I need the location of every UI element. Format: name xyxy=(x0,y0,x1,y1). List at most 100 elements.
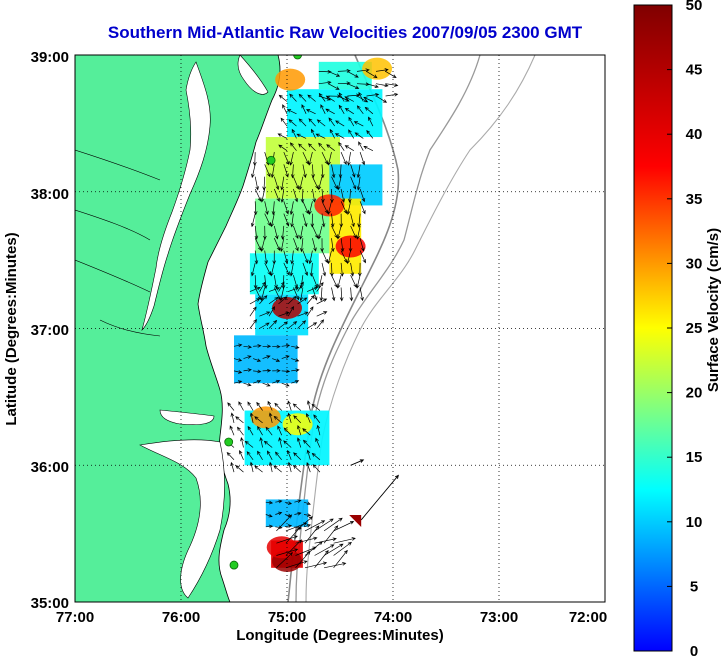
velocity-vector xyxy=(317,225,323,240)
velocity-vector xyxy=(293,176,300,190)
velocity-vector xyxy=(289,201,294,216)
velocity-vector xyxy=(290,213,294,228)
velocity-vector xyxy=(233,343,243,348)
velocity-vector xyxy=(328,83,340,90)
velocity-vector xyxy=(363,96,374,102)
x-axis-label: Longitude (Degrees:Minutes) xyxy=(236,627,444,644)
velocity-vector xyxy=(299,238,304,253)
velocity-vector xyxy=(226,452,235,461)
velocity-vector xyxy=(320,104,326,114)
chesapeake-bay xyxy=(141,61,211,332)
velocity-vector xyxy=(265,500,274,505)
velocity-vector xyxy=(358,141,364,151)
velocity-vector xyxy=(249,461,254,473)
velocity-vector xyxy=(293,452,302,461)
warning-marker xyxy=(349,514,362,527)
velocity-vector xyxy=(283,151,290,166)
velocity-vector xyxy=(268,297,279,305)
velocity-vector xyxy=(337,176,342,191)
velocity-vector xyxy=(375,68,389,72)
velocity-vector xyxy=(338,104,345,114)
outlier-vector xyxy=(360,474,399,521)
velocity-vector xyxy=(287,400,292,411)
colorbar-tick-label: 35 xyxy=(686,191,703,208)
velocity-vector xyxy=(347,188,352,204)
velocity-vector xyxy=(297,311,309,317)
velocity-vector xyxy=(340,188,346,203)
velocity-vector xyxy=(359,201,366,215)
y-tick-label: 39:00 xyxy=(31,49,69,66)
velocity-vector xyxy=(259,311,271,317)
velocity-vector xyxy=(288,119,297,127)
velocity-vector xyxy=(315,437,321,448)
velocity-vector xyxy=(350,176,357,190)
velocity-vector xyxy=(338,141,345,151)
radar-stations xyxy=(224,55,302,570)
velocity-vector xyxy=(296,424,302,436)
velocity-vector xyxy=(340,151,347,165)
velocity-vector xyxy=(316,298,328,305)
velocity-vector xyxy=(327,250,332,265)
x-tick-label: 77:00 xyxy=(56,609,94,626)
velocity-vector xyxy=(347,71,359,78)
velocity-vector xyxy=(239,449,244,460)
velocity-vector xyxy=(329,128,336,139)
velocity-vector xyxy=(339,287,344,302)
velocity-vector xyxy=(314,518,334,532)
bathymetry-contour xyxy=(305,55,536,602)
velocity-vector xyxy=(302,428,311,436)
velocity-vector xyxy=(253,344,262,348)
velocity-vector xyxy=(289,152,294,166)
velocity-vector xyxy=(385,83,399,87)
velocity-hotspot xyxy=(250,406,281,429)
velocity-vector xyxy=(315,133,326,139)
velocity-vector xyxy=(247,401,254,411)
velocity-hotspot xyxy=(275,68,306,91)
velocity-vector xyxy=(308,143,316,151)
velocity-patch xyxy=(249,253,319,295)
velocity-vector xyxy=(306,461,311,473)
velocity-vector xyxy=(294,511,302,516)
velocity-vector xyxy=(331,164,336,179)
colorbar-ticks: 0 5 10 15 20 25 30 35 40 45 50 xyxy=(667,0,702,659)
velocity-vector xyxy=(250,213,256,228)
velocity-vector xyxy=(270,164,275,179)
velocity-vector xyxy=(323,517,343,532)
velocity-vector xyxy=(254,465,263,473)
velocity-vector xyxy=(317,176,323,191)
velocity-vector xyxy=(297,320,307,329)
x-tick-label: 73:00 xyxy=(480,609,518,626)
velocity-vector xyxy=(344,145,354,152)
velocity-vector xyxy=(263,440,273,448)
velocity-vector xyxy=(274,451,282,461)
velocity-vector xyxy=(262,344,272,349)
velocity-vector xyxy=(237,426,244,436)
colorbar-gradient xyxy=(633,4,673,652)
velocity-vector xyxy=(291,345,300,349)
velocity-vector xyxy=(273,188,280,202)
velocity-vector xyxy=(321,213,326,228)
velocity-vector xyxy=(268,412,273,423)
velocity-vector xyxy=(338,164,343,179)
velocity-vector xyxy=(385,71,397,79)
velocity-vector xyxy=(286,109,297,115)
velocity-vector xyxy=(306,449,311,460)
velocity-vector xyxy=(263,225,267,240)
velocity-vector xyxy=(243,355,252,359)
velocity-vector xyxy=(272,379,281,384)
velocity-vector xyxy=(295,546,317,556)
velocity-vector xyxy=(275,499,283,504)
albemarle-sound xyxy=(159,409,215,426)
velocity-vector xyxy=(302,262,309,277)
velocity-vector xyxy=(273,275,278,290)
velocity-vector xyxy=(366,92,380,97)
x-tick-label: 74:00 xyxy=(374,609,412,626)
velocity-vector xyxy=(238,401,244,411)
velocity-vector xyxy=(259,437,263,448)
velocity-hotspot xyxy=(362,57,393,80)
velocity-vector xyxy=(256,401,263,411)
x-axis: 77:00 76:00 75:00 74:00 73:00 72:00 Long… xyxy=(56,609,607,644)
velocity-vector xyxy=(264,213,271,227)
velocity-vector xyxy=(350,164,356,178)
velocity-vector xyxy=(280,238,285,253)
